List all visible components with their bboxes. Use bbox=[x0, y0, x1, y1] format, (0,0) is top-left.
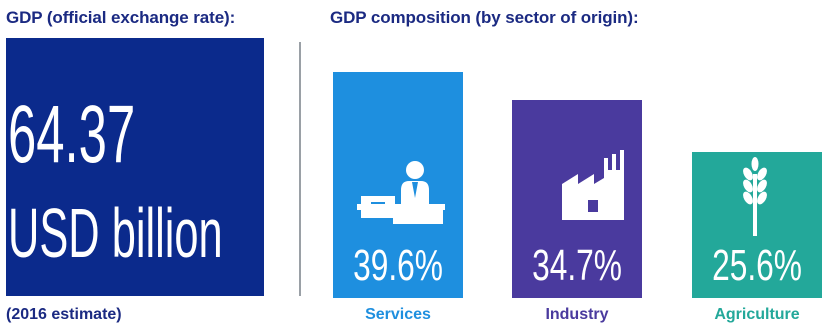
bar-industry: 34.7% bbox=[512, 100, 642, 298]
gdp-heading: GDP (official exchange rate): bbox=[6, 8, 236, 27]
gdp-value: 64.37 bbox=[8, 89, 136, 180]
bar-value-label-agriculture: 25.6% bbox=[712, 241, 802, 290]
composition-heading: GDP composition (by sector of origin): bbox=[330, 8, 639, 27]
section-divider bbox=[299, 42, 301, 296]
bar-value-label-services: 39.6% bbox=[353, 241, 443, 290]
gdp-estimate-note: (2016 estimate) bbox=[6, 306, 122, 323]
wheat-icon bbox=[740, 156, 770, 241]
gdp-unit: USD billion bbox=[8, 194, 223, 272]
gdp-value-box: 64.37 USD billion bbox=[6, 38, 264, 296]
category-label-agriculture: Agriculture bbox=[714, 306, 800, 323]
bar-services: 39.6% bbox=[333, 72, 463, 298]
category-label-services: Services bbox=[365, 306, 431, 323]
office-worker-icon bbox=[357, 160, 445, 231]
category-label-industry: Industry bbox=[545, 306, 609, 323]
factory-icon bbox=[560, 150, 626, 225]
bar-agriculture: 25.6% bbox=[692, 152, 822, 298]
bar-value-label-industry: 34.7% bbox=[532, 241, 622, 290]
